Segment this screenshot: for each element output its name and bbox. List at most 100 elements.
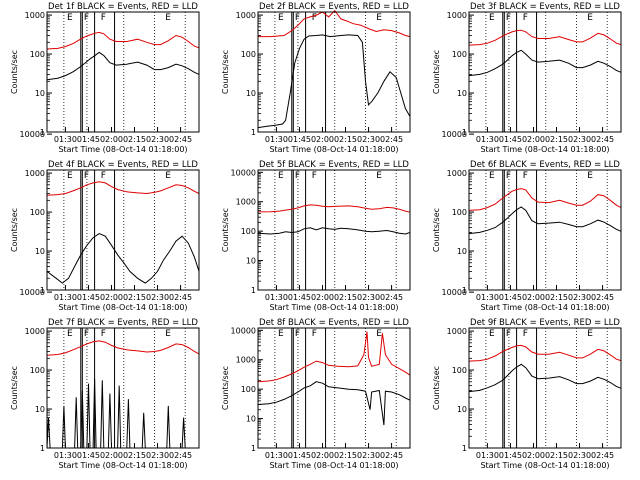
xtick-label: 01:30: [54, 135, 77, 144]
xtick-label: 02:30: [146, 293, 169, 302]
xtick-label: 02:30: [568, 293, 591, 302]
xtick-label: 02:00: [522, 293, 545, 302]
marker-label-f: F: [523, 13, 528, 23]
xtick-label: 01:45: [77, 451, 100, 460]
panel-title: Det 4f BLACK = Events, RED = LLD: [48, 160, 198, 170]
ytick-label: 1: [40, 444, 45, 453]
ytick-label: 10: [246, 415, 256, 424]
ytick-label: 1: [251, 128, 256, 137]
xtick-label: 02:15: [545, 293, 568, 302]
marker-label-e: E: [587, 13, 593, 23]
y-axis-label: Counts/sec: [10, 50, 19, 94]
marker-label-e: E: [376, 13, 382, 23]
xtick-label: 02:45: [591, 135, 614, 144]
series-events: [468, 363, 622, 393]
xtick-label: 02:45: [169, 451, 192, 460]
ytick-label: 1000: [236, 198, 256, 207]
xtick-label: 02:15: [334, 293, 357, 302]
marker-label-f: F: [84, 171, 89, 181]
xtick-label: 02:15: [334, 451, 357, 460]
xtick-label: 02:00: [311, 293, 334, 302]
ytick-label: 10: [246, 257, 256, 266]
marker-label-f: F: [506, 171, 511, 181]
marker-label-e: E: [489, 171, 495, 181]
ytick-label: 1: [462, 128, 467, 137]
marker-label-f: F: [295, 13, 300, 23]
series-events: [46, 233, 200, 284]
series-lld: [468, 29, 622, 46]
ytick-label: 100: [452, 366, 467, 375]
ytick-label: 1000: [447, 169, 467, 178]
x-axis-label: Start Time (08-Oct-14 01:18:00): [58, 145, 187, 154]
xtick-label: 02:00: [311, 135, 334, 144]
series-events: [257, 34, 411, 129]
xtick-label: 01:45: [288, 293, 311, 302]
series-lld: [258, 9, 411, 38]
xtick-label: 02:00: [311, 451, 334, 460]
series-events: [46, 51, 200, 81]
panel-title: Det 9f BLACK = Events, RED = LLD: [470, 318, 620, 328]
ytick-label: 1: [251, 286, 256, 295]
ytick-label: 10: [246, 89, 256, 98]
ytick-label: 10: [457, 405, 467, 414]
x-axis-label: Start Time (08-Oct-14 01:18:00): [480, 303, 609, 312]
y-axis-label: Counts/sec: [221, 50, 230, 94]
xtick-label: 02:45: [169, 135, 192, 144]
ytick-label: 10: [35, 89, 45, 98]
ytick-label: 100: [452, 208, 467, 217]
ytick-label: 100: [30, 50, 45, 59]
ytick-label-10000: 10000: [231, 168, 256, 177]
xtick-label: 02:00: [522, 451, 545, 460]
series-lld: [257, 204, 411, 213]
panel-title: Det 8f BLACK = Events, RED = LLD: [259, 318, 409, 328]
series-events: [257, 227, 411, 235]
plot-frame: [46, 327, 200, 449]
xtick-label: 02:30: [146, 135, 169, 144]
ytick-label: 100: [241, 385, 256, 394]
ytick-label: 1: [40, 128, 45, 137]
xtick-label: 01:45: [77, 293, 100, 302]
marker-label-f: F: [312, 329, 317, 339]
ytick-label: 1: [40, 286, 45, 295]
ytick-label: 100: [30, 208, 45, 217]
x-axis-label: Start Time (08-Oct-14 01:18:00): [58, 303, 187, 312]
ytick-label: 10: [457, 89, 467, 98]
ytick-label: 1000: [25, 327, 45, 336]
marker-label-e: E: [587, 171, 593, 181]
series-lld: [468, 188, 622, 211]
xtick-label: 02:30: [357, 135, 380, 144]
series-events: [46, 378, 199, 449]
series-lld: [46, 181, 200, 196]
y-axis-label: Counts/sec: [432, 50, 441, 94]
xtick-label: 01:30: [265, 451, 288, 460]
xtick-label: 02:45: [380, 451, 403, 460]
marker-label-f: F: [312, 171, 317, 181]
y-axis-label: Counts/sec: [10, 366, 19, 410]
xtick-label: 01:45: [288, 135, 311, 144]
ytick-label: 1000: [447, 327, 467, 336]
panel-title: Det 5f BLACK = Events, RED = LLD: [259, 160, 409, 170]
marker-label-e: E: [587, 329, 593, 339]
xtick-label: 02:15: [545, 135, 568, 144]
x-axis-label: Start Time (08-Oct-14 01:18:00): [269, 145, 398, 154]
marker-label-e: E: [278, 171, 284, 181]
xtick-label: 01:30: [265, 135, 288, 144]
ytick-label-10000: 10000: [442, 288, 467, 297]
marker-label-f: F: [523, 171, 528, 181]
ytick-label: 1: [462, 444, 467, 453]
marker-label-e: E: [278, 13, 284, 23]
xtick-label: 02:00: [100, 293, 123, 302]
xtick-label: 01:45: [499, 451, 522, 460]
marker-label-f: F: [523, 329, 528, 339]
xtick-label: 02:30: [357, 293, 380, 302]
xtick-label: 01:30: [476, 293, 499, 302]
xtick-label: 02:45: [169, 293, 192, 302]
